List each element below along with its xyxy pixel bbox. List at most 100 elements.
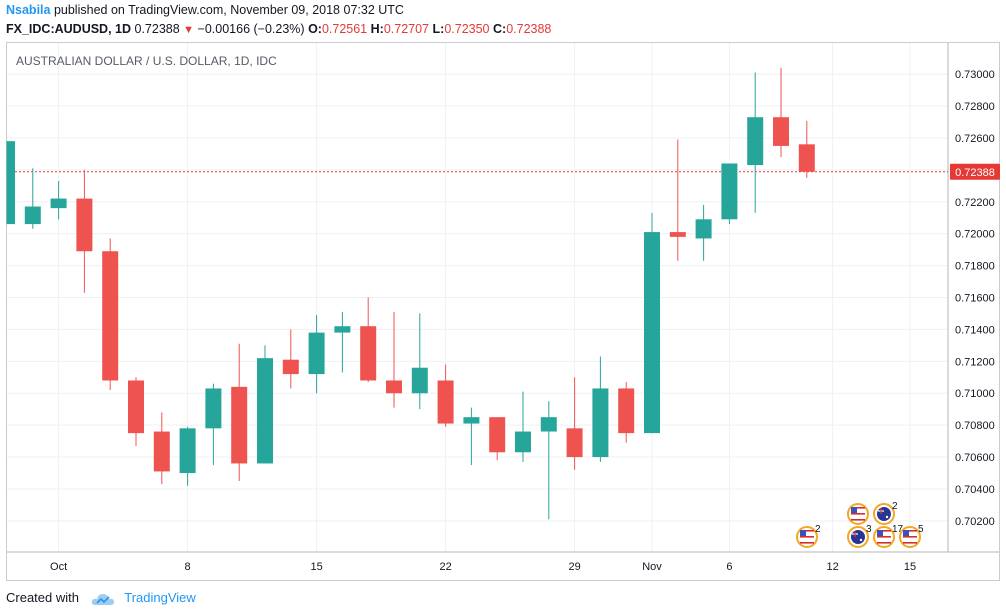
flag-stripe (903, 530, 917, 532)
candle[interactable] (231, 343, 248, 481)
candle[interactable] (282, 329, 299, 389)
candle[interactable] (695, 204, 712, 261)
price-tick-label: 0.72200 (955, 197, 995, 209)
price-tick-label: 0.70400 (955, 484, 995, 496)
symbol-info: FX_IDC:AUDUSD, 1D 0.72388 ▼ −0.00166 (−0… (6, 22, 551, 36)
chart-frame (6, 42, 1000, 581)
candle[interactable] (386, 311, 402, 408)
candle[interactable] (489, 417, 506, 461)
price-change: −0.00166 (−0.23%) (197, 22, 305, 36)
time-tick-label: 15 (904, 561, 916, 573)
price-tick-label: 0.72600 (955, 133, 995, 145)
candle-body (773, 117, 789, 146)
candle[interactable] (592, 356, 609, 462)
candle[interactable] (24, 168, 41, 229)
chart-title: AUSTRALIAN DOLLAR / U.S. DOLLAR, 1D, IDC (16, 54, 277, 68)
flag-stripe (903, 542, 917, 544)
current-price-tag-text: 0.72388 (955, 167, 995, 179)
price-tick-label: 0.71200 (955, 356, 995, 368)
candle-body (386, 380, 402, 394)
author-name[interactable]: Nsabila (6, 3, 51, 17)
time-tick-label: Oct (50, 561, 67, 573)
candle[interactable] (334, 311, 351, 373)
candle[interactable] (76, 169, 93, 293)
candle[interactable] (773, 67, 789, 158)
candle[interactable] (798, 120, 815, 178)
time-tick-label: 22 (439, 561, 451, 573)
candle-body (7, 141, 15, 225)
event-count: 2 (815, 524, 821, 535)
flag-stripe (851, 516, 865, 518)
flag-stripe (877, 539, 891, 541)
candle[interactable] (50, 181, 67, 220)
price-tick-label: 0.70800 (955, 420, 995, 432)
candle-body (437, 380, 454, 424)
candle[interactable] (463, 407, 480, 466)
candle-body (644, 232, 660, 434)
candle[interactable] (102, 238, 119, 391)
candle-body (618, 388, 635, 434)
candle-body (24, 206, 41, 225)
low-label: L: (432, 22, 445, 36)
flag-field (851, 530, 865, 544)
flag-stripe (800, 542, 814, 544)
flag-field (877, 507, 891, 521)
candle[interactable] (618, 382, 635, 443)
candle[interactable] (308, 315, 325, 394)
us-flag-event-icon[interactable]: 17 (873, 524, 904, 548)
us-flag-event-icon[interactable] (847, 503, 869, 525)
candle[interactable] (257, 345, 273, 464)
us-flag-event-icon[interactable]: 2 (796, 524, 821, 548)
us-flag-event-icon[interactable]: 5 (899, 524, 924, 548)
candle[interactable] (153, 412, 170, 485)
candle-body (282, 359, 299, 375)
candle-body (76, 198, 93, 252)
candle[interactable] (747, 72, 764, 213)
candle-body (308, 332, 325, 375)
candle[interactable] (128, 377, 144, 446)
candle-body (257, 358, 273, 464)
price-tick-label: 0.72800 (955, 101, 995, 113)
candle-body (334, 326, 351, 333)
flag-canton (800, 530, 806, 536)
flag-stripe (903, 536, 917, 538)
candle[interactable] (6, 141, 15, 225)
flag-canton (903, 530, 909, 536)
tradingview-link[interactable]: TradingView (124, 590, 196, 605)
candle[interactable] (179, 426, 196, 486)
candle[interactable] (669, 139, 686, 261)
candle[interactable] (515, 391, 531, 462)
flag-stripe (851, 507, 865, 509)
candle[interactable] (437, 364, 454, 427)
candle-body (489, 417, 506, 453)
candle-body (669, 232, 686, 237)
candle[interactable] (566, 377, 583, 470)
time-tick-label: Nov (642, 561, 662, 573)
flag-stripe (877, 533, 891, 535)
candle-body (231, 386, 248, 464)
publish-text: published on TradingView.com, November 0… (53, 3, 404, 17)
grid-lines (7, 43, 948, 552)
open-label: O: (308, 22, 322, 36)
price-tick-label: 0.70200 (955, 516, 995, 528)
candle[interactable] (644, 212, 660, 434)
candle-body (515, 431, 531, 453)
candle-body (360, 326, 377, 381)
candle-body (747, 117, 764, 166)
flag-stripe (877, 542, 891, 544)
candle[interactable] (205, 383, 222, 466)
flag-stripe (800, 530, 814, 532)
candle[interactable] (540, 401, 557, 520)
candle[interactable] (360, 297, 377, 383)
candle[interactable] (411, 313, 428, 410)
flag-stripe (800, 533, 814, 535)
candle[interactable] (721, 163, 738, 225)
down-arrow-icon: ▼ (183, 24, 195, 36)
open-value: 0.72561 (321, 22, 368, 36)
au-flag-event-icon[interactable]: 2 (873, 501, 898, 525)
au-flag-event-icon[interactable]: 3 (847, 524, 872, 548)
symbol-label: FX_IDC:AUDUSD, 1D (6, 22, 132, 36)
flag-canton (877, 530, 883, 536)
current-price-tag-bg (950, 163, 1000, 180)
